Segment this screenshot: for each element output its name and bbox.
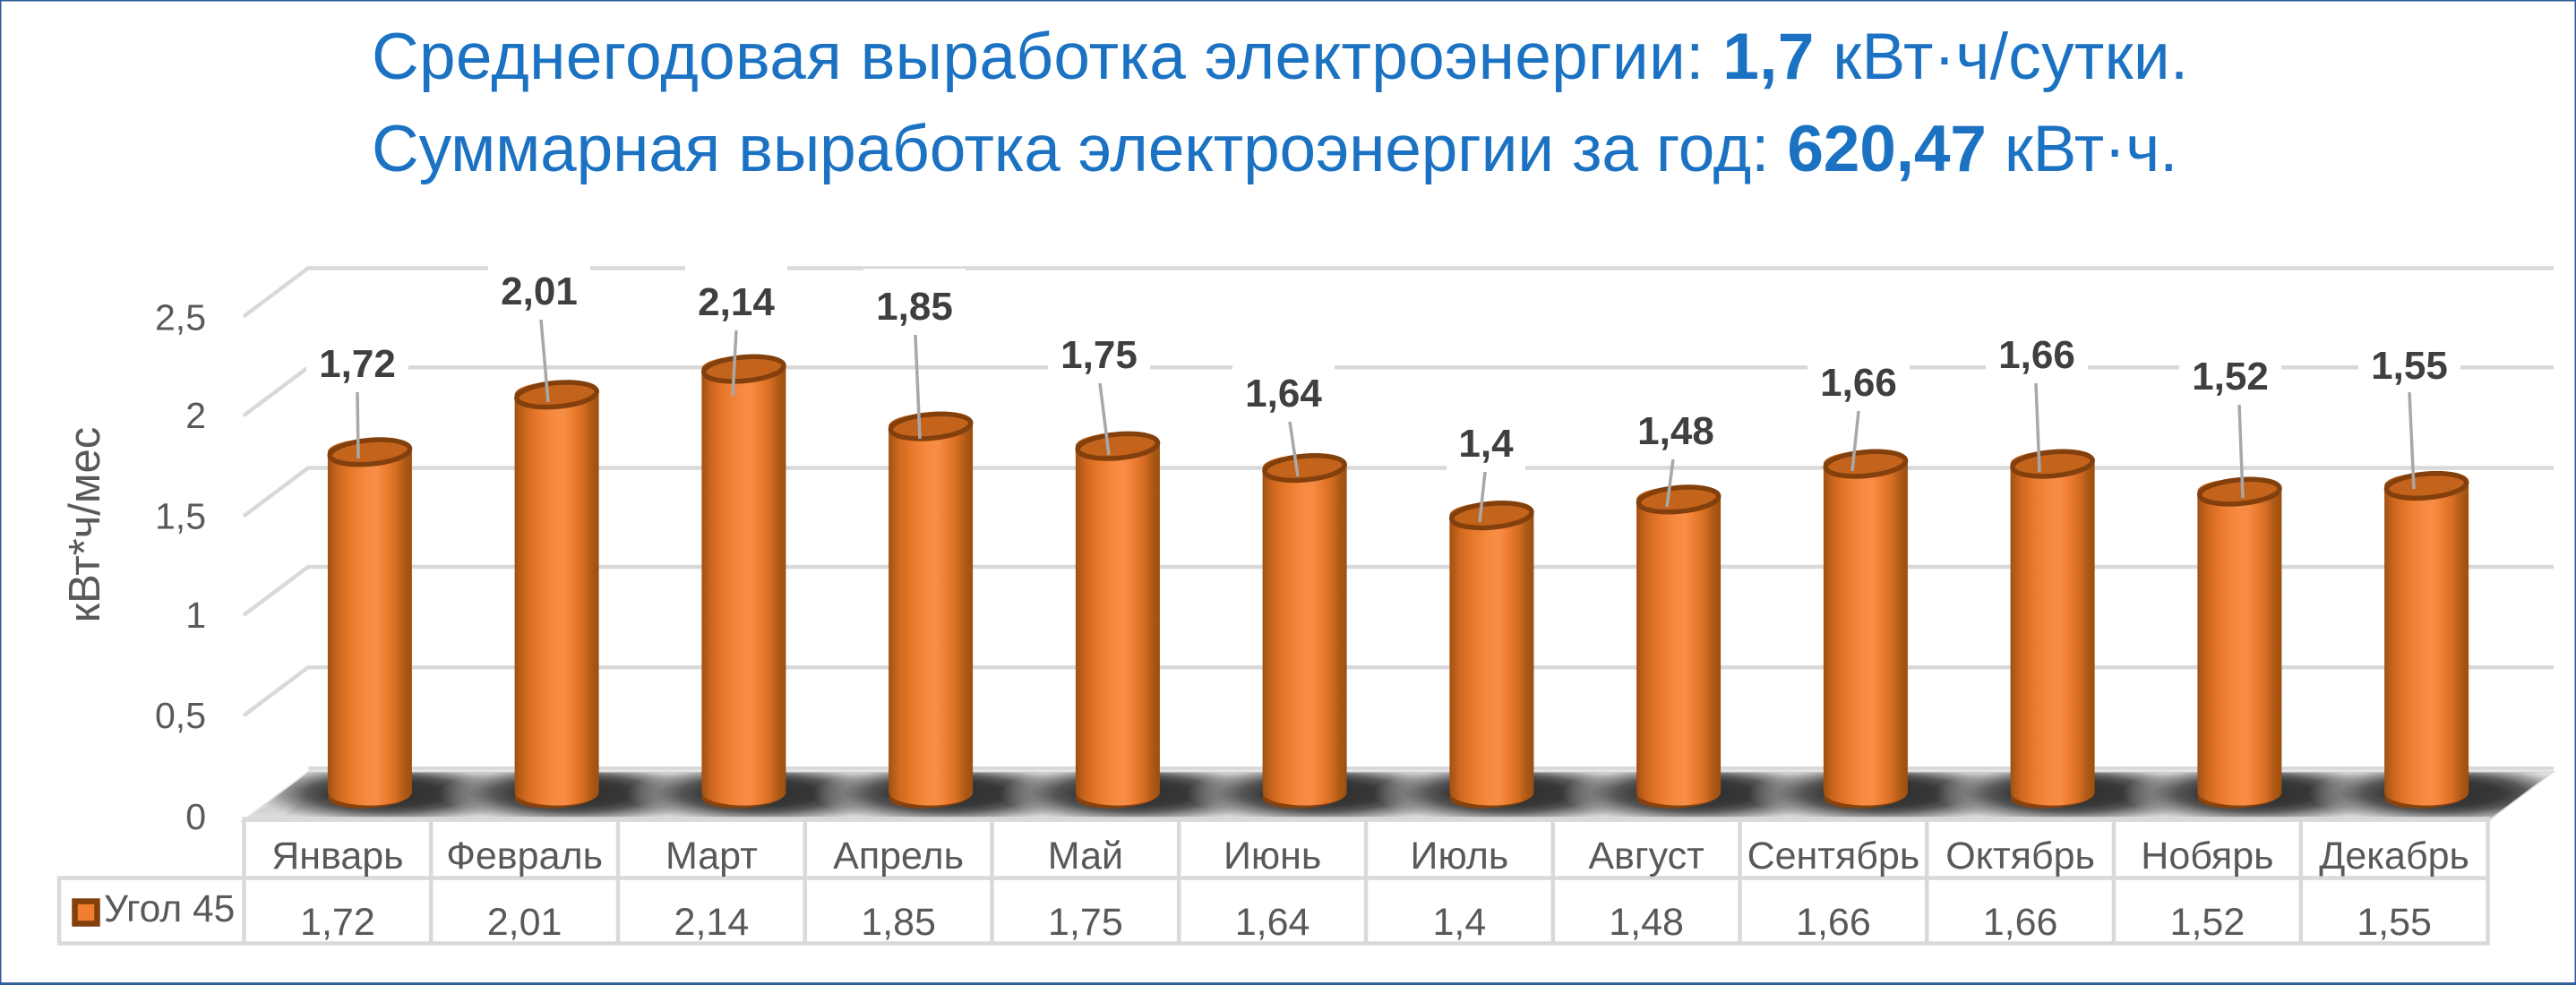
svg-text:Февраль: Февраль <box>446 835 603 878</box>
svg-text:Январь: Январь <box>271 835 403 878</box>
svg-text:2,5: 2,5 <box>155 297 206 338</box>
svg-text:Май: Май <box>1048 835 1123 878</box>
svg-text:2,14: 2,14 <box>674 901 750 944</box>
svg-text:Апрель: Апрель <box>833 835 964 878</box>
svg-text:Июль: Июль <box>1411 835 1509 878</box>
svg-text:1,4: 1,4 <box>1433 901 1487 944</box>
svg-text:Март: Март <box>665 835 758 878</box>
svg-text:Суммарная выработка электроэне: Суммарная выработка электроэнергии за го… <box>372 113 2177 185</box>
svg-text:1,75: 1,75 <box>1060 333 1138 377</box>
svg-text:1,66: 1,66 <box>1820 361 1897 405</box>
svg-text:Декабрь: Декабрь <box>2319 835 2469 878</box>
svg-text:1,64: 1,64 <box>1235 901 1310 944</box>
svg-text:1,66: 1,66 <box>1998 333 2075 377</box>
svg-text:Среднегодовая выработка электр: Среднегодовая выработка электроэнергии: … <box>372 21 2189 93</box>
svg-text:1,66: 1,66 <box>1796 901 1871 944</box>
svg-text:2,01: 2,01 <box>501 270 578 313</box>
svg-text:2,01: 2,01 <box>487 901 562 944</box>
svg-text:1,75: 1,75 <box>1048 901 1123 944</box>
svg-text:1,4: 1,4 <box>1458 422 1514 466</box>
svg-text:0: 0 <box>185 796 206 837</box>
svg-text:Угол 45: Угол 45 <box>104 888 235 930</box>
svg-text:1,85: 1,85 <box>876 285 953 329</box>
svg-text:Октябрь: Октябрь <box>1945 835 2095 878</box>
svg-text:1,64: 1,64 <box>1245 372 1322 415</box>
svg-text:Июнь: Июнь <box>1224 835 1321 878</box>
svg-text:1: 1 <box>185 595 206 636</box>
svg-text:1,55: 1,55 <box>2357 901 2432 944</box>
svg-text:1,5: 1,5 <box>155 496 206 537</box>
svg-text:2,14: 2,14 <box>698 280 775 324</box>
svg-text:1,72: 1,72 <box>319 342 396 386</box>
svg-text:1,66: 1,66 <box>1983 901 2058 944</box>
svg-text:Нобярь: Нобярь <box>2141 835 2273 878</box>
svg-text:0,5: 0,5 <box>155 695 206 736</box>
svg-text:1,52: 1,52 <box>2170 901 2245 944</box>
svg-text:1,52: 1,52 <box>2192 355 2269 398</box>
svg-text:1,55: 1,55 <box>2371 344 2448 388</box>
svg-text:1,85: 1,85 <box>861 901 936 944</box>
svg-text:Сентябрь: Сентябрь <box>1747 835 1920 878</box>
svg-text:1,48: 1,48 <box>1609 901 1684 944</box>
svg-text:кВт*ч/мес: кВт*ч/мес <box>61 427 109 623</box>
svg-text:1,72: 1,72 <box>300 901 375 944</box>
svg-text:1,48: 1,48 <box>1637 409 1714 453</box>
svg-text:2: 2 <box>185 395 206 436</box>
svg-text:Август: Август <box>1588 835 1704 878</box>
